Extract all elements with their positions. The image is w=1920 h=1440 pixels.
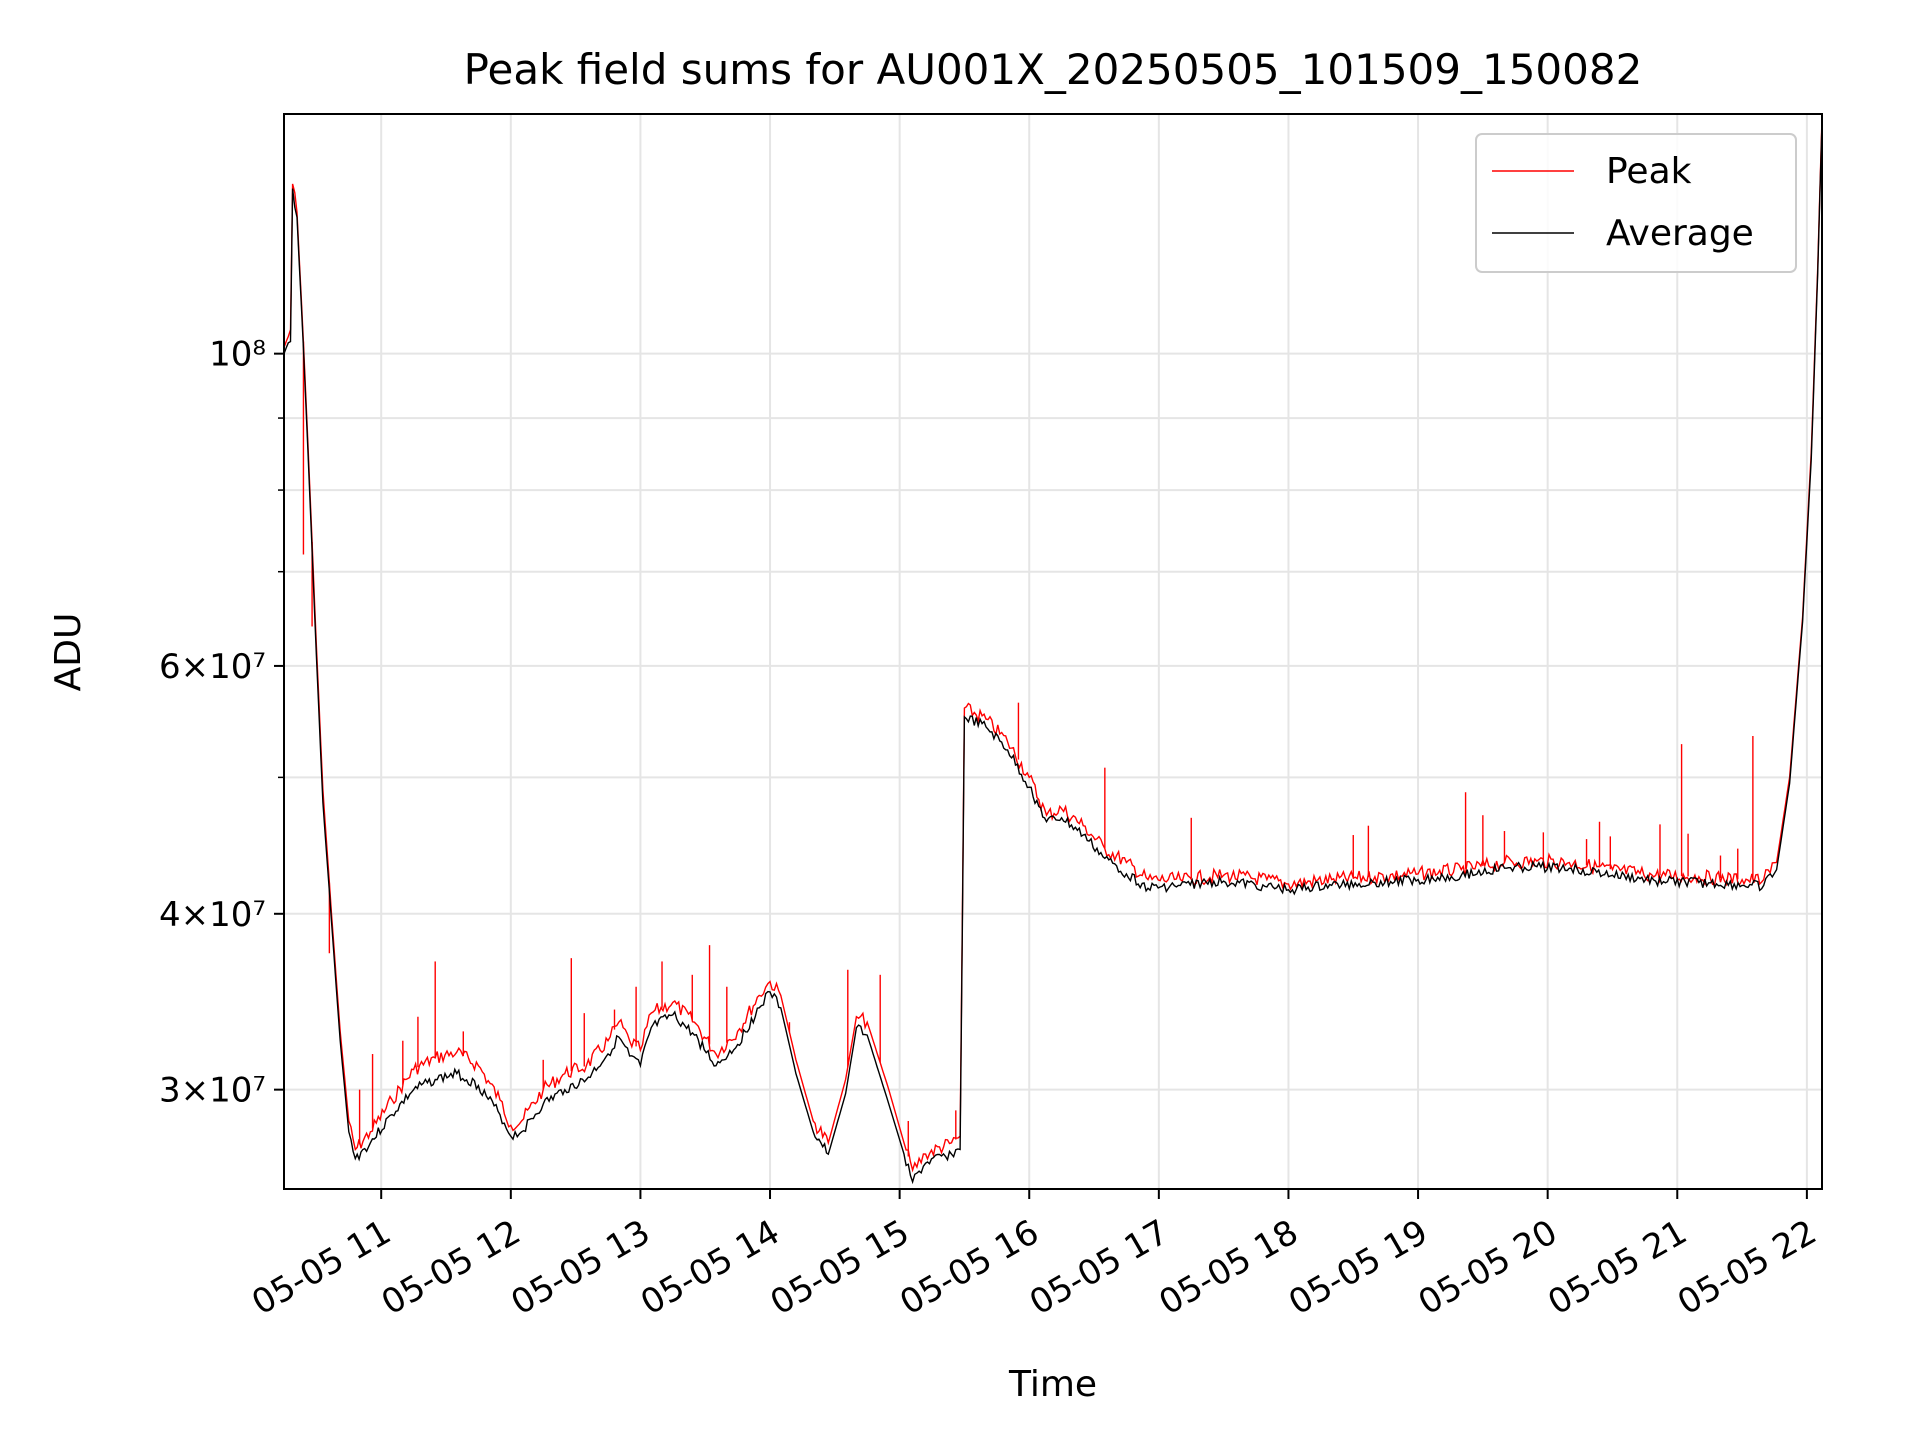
y-tick-label: 10⁸ xyxy=(209,335,266,375)
plot-area xyxy=(284,118,1822,1185)
y-tick-label: 4×10⁷ xyxy=(159,895,266,935)
y-tick-label: 3×10⁷ xyxy=(159,1071,266,1111)
series-line-average xyxy=(284,122,1822,1185)
plot-frame xyxy=(283,113,1823,1190)
x-axis-label: Time xyxy=(1008,1364,1097,1405)
grid-lines xyxy=(284,114,1822,1189)
series-line-peak xyxy=(284,118,1822,1173)
legend: Peak Average xyxy=(1475,133,1797,273)
legend-box xyxy=(1475,133,1797,273)
y-axis-label: ADU xyxy=(48,613,89,692)
legend-peak-label: Peak xyxy=(1606,151,1692,192)
legend-average-label: Average xyxy=(1606,213,1754,254)
chart-title: Peak field sums for AU001X_20250505_1015… xyxy=(464,45,1643,94)
y-tick-label: 6×10⁷ xyxy=(159,647,266,687)
